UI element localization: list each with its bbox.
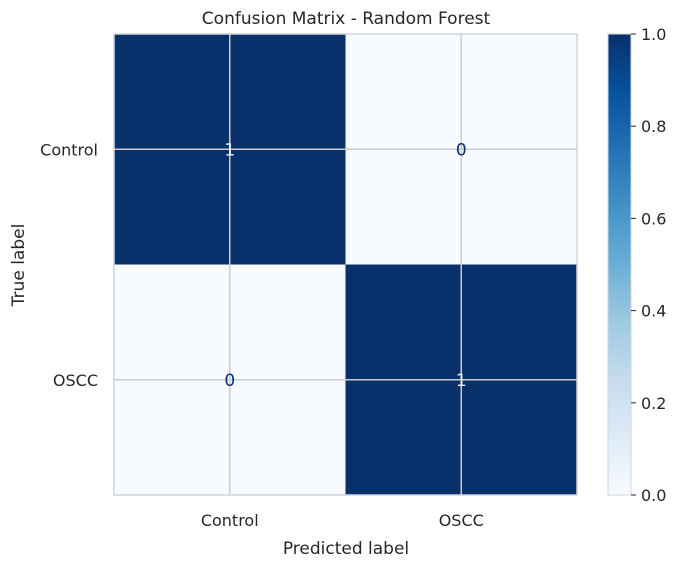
colorbar-tick-label: 0.4	[641, 302, 666, 321]
colorbar-tick-label: 0.0	[641, 486, 666, 505]
cell-value-label: 0	[456, 140, 467, 160]
chart-title: Confusion Matrix - Random Forest	[202, 9, 491, 29]
y-axis-label: True label	[9, 224, 29, 308]
colorbar-tick-label: 0.6	[641, 209, 666, 228]
cell-value-label: 1	[456, 371, 467, 391]
colorbar-tick-label: 0.8	[641, 117, 666, 136]
colorbar: 0.0 0.2 0.4 0.6 0.8 1.0	[607, 25, 666, 505]
y-tick-labels: Control OSCC	[40, 140, 98, 390]
cell-value-label: 0	[224, 371, 235, 391]
colorbar-tick-label: 0.2	[641, 394, 666, 413]
y-tick-label: Control	[40, 140, 98, 159]
colorbar-gradient	[607, 33, 632, 496]
heatmap-plot-area: 1 0 0 1	[113, 33, 578, 496]
cell-value-label: 1	[224, 140, 235, 160]
y-tick-label: OSCC	[53, 371, 98, 390]
x-axis-label: Predicted label	[283, 539, 409, 559]
colorbar-tick-label: 1.0	[641, 25, 666, 44]
x-tick-labels: Control OSCC	[201, 511, 484, 530]
x-tick-label: OSCC	[439, 511, 484, 530]
plot-frame	[113, 33, 578, 496]
x-tick-label: Control	[201, 511, 259, 530]
